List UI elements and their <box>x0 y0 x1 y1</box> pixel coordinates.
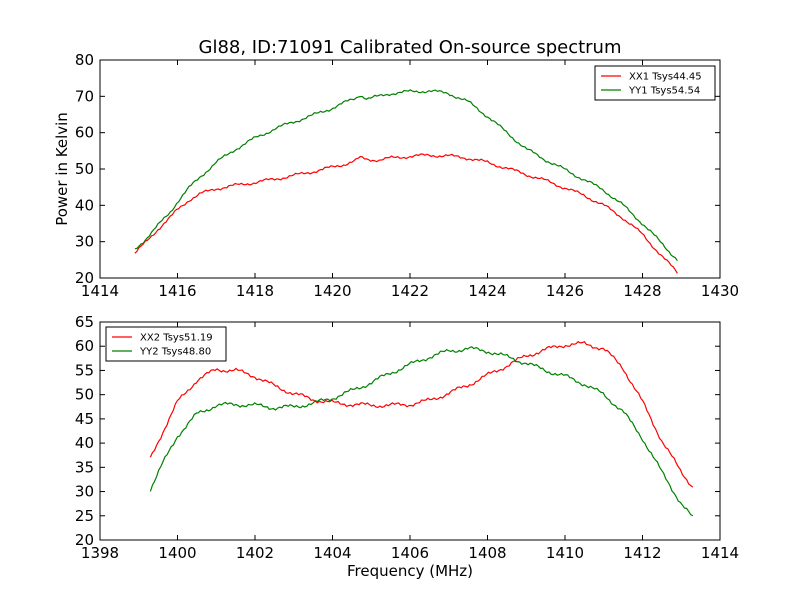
x-tick-label: 1428 <box>623 282 661 300</box>
y-tick-label: 65 <box>75 313 94 331</box>
series-line-1 <box>134 153 678 274</box>
x-tick-label: 1416 <box>158 282 196 300</box>
x-axis-label: Frequency (MHz) <box>347 562 473 580</box>
legend: XX1 Tsys44.45 YY1 Tsys54.54 <box>594 65 716 101</box>
bottom-panel: 1398 1400 1402 1404 1406 1408 1410 1412 1414 20 25… <box>75 313 739 562</box>
y-tick-label: 60 <box>75 337 94 355</box>
y-tick-label: 20 <box>75 531 94 549</box>
y-tick-label: 45 <box>75 410 94 428</box>
series-line-2 <box>149 346 694 517</box>
x-tick-label: 1410 <box>546 544 584 562</box>
legend-box <box>594 65 716 101</box>
y-tick-label: 35 <box>75 458 94 476</box>
x-tick-label: 1406 <box>391 544 429 562</box>
y-tick-label: 55 <box>75 361 94 379</box>
y-tick-label: 25 <box>75 507 94 525</box>
legend-label: XX1 Tsys44.45 <box>629 72 702 83</box>
legend: XX2 Tsys51.19 YY2 Tsys48.80 <box>105 326 227 362</box>
x-tick-label: 1418 <box>236 282 274 300</box>
y-tick-label: 30 <box>75 483 94 501</box>
x-tick-label: 1424 <box>468 282 506 300</box>
y-tick-label: 30 <box>75 233 94 251</box>
series-line-2 <box>134 89 678 262</box>
chart-title: Gl88, ID:71091 Calibrated On-source spec… <box>199 37 622 58</box>
x-tick-label: 1402 <box>236 544 274 562</box>
y-tick-label: 60 <box>75 124 94 142</box>
legend-label: YY2 Tsys48.80 <box>139 347 211 358</box>
y-tick-label: 80 <box>75 51 94 69</box>
x-tick-label: 1412 <box>623 544 661 562</box>
x-tick-label: 1400 <box>158 544 196 562</box>
legend-box <box>105 326 227 362</box>
x-tick-label: 1404 <box>313 544 351 562</box>
y-tick-label: 50 <box>75 160 94 178</box>
x-tick-label: 1408 <box>468 544 506 562</box>
y-tick-label: 40 <box>75 196 94 214</box>
y-tick-label: 40 <box>75 434 94 452</box>
y-axis-label: Power in Kelvin <box>53 112 71 226</box>
x-tick-label: 1420 <box>313 282 351 300</box>
y-tick-label: 70 <box>75 87 94 105</box>
y-tick-label: 20 <box>75 269 94 287</box>
x-tick-label: 1426 <box>546 282 584 300</box>
x-tick-label: 1414 <box>701 544 739 562</box>
legend-label: XX2 Tsys51.19 <box>140 333 213 344</box>
x-tick-label: 1414 <box>81 282 119 300</box>
x-tick-label: 1422 <box>391 282 429 300</box>
top-panel: 1414 1416 1418 1420 1422 1424 1426 1428 1430 20 30… <box>53 51 739 300</box>
y-tick-label: 50 <box>75 386 94 404</box>
x-tick-label: 1398 <box>81 544 119 562</box>
legend-label: YY1 Tsys54.54 <box>628 86 700 97</box>
series-line-1 <box>149 340 694 488</box>
x-tick-label: 1430 <box>701 282 739 300</box>
